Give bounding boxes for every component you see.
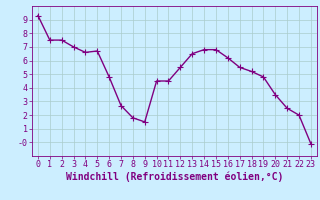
X-axis label: Windchill (Refroidissement éolien,°C): Windchill (Refroidissement éolien,°C): [66, 172, 283, 182]
